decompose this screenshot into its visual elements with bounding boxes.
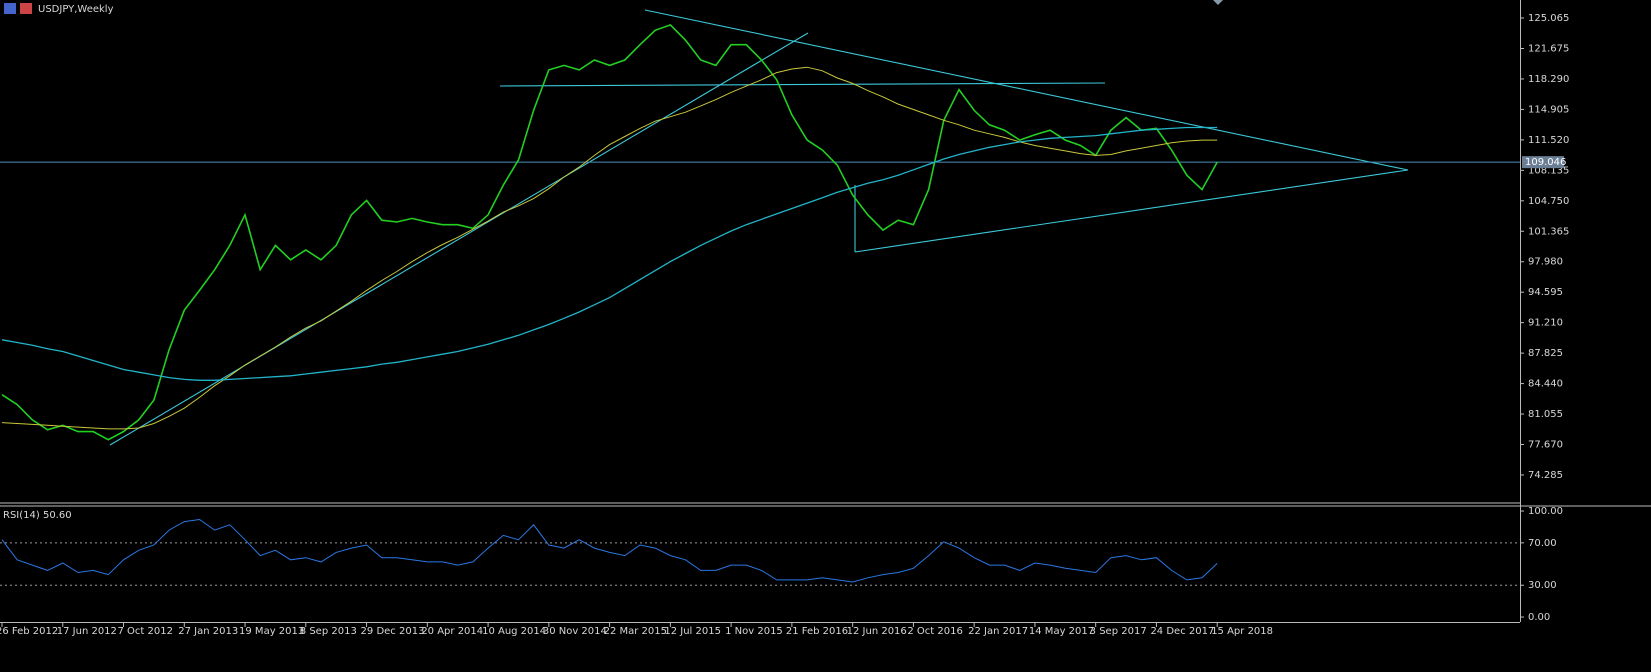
x-tick-label: 15 Apr 2018 xyxy=(1211,626,1273,637)
y-tick-label: 111.520 xyxy=(1528,135,1569,146)
y-tick-label: 108.135 xyxy=(1528,165,1569,176)
y-tick-label: 114.905 xyxy=(1528,104,1569,115)
series-line xyxy=(1,66,1218,430)
icon xyxy=(20,3,32,14)
x-tick-label: 3 Sep 2017 xyxy=(1090,626,1147,637)
trendline xyxy=(499,82,1106,87)
y-tick-label: 77.670 xyxy=(1528,440,1563,451)
x-tick-label: 7 Oct 2012 xyxy=(118,626,173,637)
x-tick-label: 8 Sep 2013 xyxy=(300,626,357,637)
y-tick-label: 81.055 xyxy=(1528,409,1563,420)
series-line xyxy=(1,518,1218,583)
y-tick-label: 84.440 xyxy=(1528,379,1563,390)
x-tick-label: 19 May 2013 xyxy=(239,626,304,637)
y-tick-label: 118.290 xyxy=(1528,74,1569,85)
marker xyxy=(1213,0,1223,5)
y-tick-label: 121.675 xyxy=(1528,44,1569,55)
x-tick-label: 1 Nov 2015 xyxy=(725,626,783,637)
y-tick-label: 97.980 xyxy=(1528,257,1563,268)
price-label-box xyxy=(1522,156,1564,169)
trendline xyxy=(644,9,1409,171)
y-tick-label: 104.750 xyxy=(1528,196,1569,207)
trendlines xyxy=(109,9,1409,446)
trendline xyxy=(109,32,809,446)
x-tick-label: 22 Mar 2015 xyxy=(604,626,667,637)
x-tick-label: 14 May 2017 xyxy=(1029,626,1094,637)
y-tick-label: 125.065 xyxy=(1528,13,1569,24)
x-tick-label: 17 Jun 2012 xyxy=(57,626,117,637)
y-tick-label: 91.210 xyxy=(1528,318,1563,329)
x-tick-label: 2 Oct 2016 xyxy=(907,626,962,637)
x-tick-label: 22 Jan 2017 xyxy=(968,626,1028,637)
current-price-label: 109.046 xyxy=(1525,157,1566,168)
y-tick-label: 94.595 xyxy=(1528,287,1563,298)
trendline xyxy=(854,169,1409,253)
y-tick-label: 101.365 xyxy=(1528,226,1569,237)
y-tick-label: 30.00 xyxy=(1528,580,1557,591)
y-tick-label: 87.825 xyxy=(1528,348,1563,359)
series-line xyxy=(1,126,1218,381)
y-tick-label: 0.00 xyxy=(1528,612,1550,623)
x-tick-label: 27 Jan 2013 xyxy=(178,626,238,637)
x-tick-label: 20 Apr 2014 xyxy=(421,626,483,637)
x-tick-label: 30 Nov 2014 xyxy=(543,626,607,637)
x-tick-label: 21 Feb 2016 xyxy=(786,626,848,637)
x-tick-label: 29 Dec 2013 xyxy=(361,626,425,637)
x-tick-label: 24 Dec 2017 xyxy=(1150,626,1214,637)
y-tick-label: 100.00 xyxy=(1528,506,1563,517)
indicator-title: RSI(14) 50.60 xyxy=(3,510,72,521)
x-tick-label: 12 Jul 2015 xyxy=(664,626,721,637)
icon xyxy=(4,3,16,14)
series-line xyxy=(1,23,1218,441)
chart-title: USDJPY,Weekly xyxy=(38,4,114,15)
y-tick-label: 74.285 xyxy=(1528,470,1563,481)
y-tick-label: 70.00 xyxy=(1528,538,1557,549)
x-tick-label: 12 Jun 2016 xyxy=(847,626,907,637)
x-tick-label: 10 Aug 2014 xyxy=(482,626,546,637)
x-tick-label: 26 Feb 2012 xyxy=(0,626,58,637)
